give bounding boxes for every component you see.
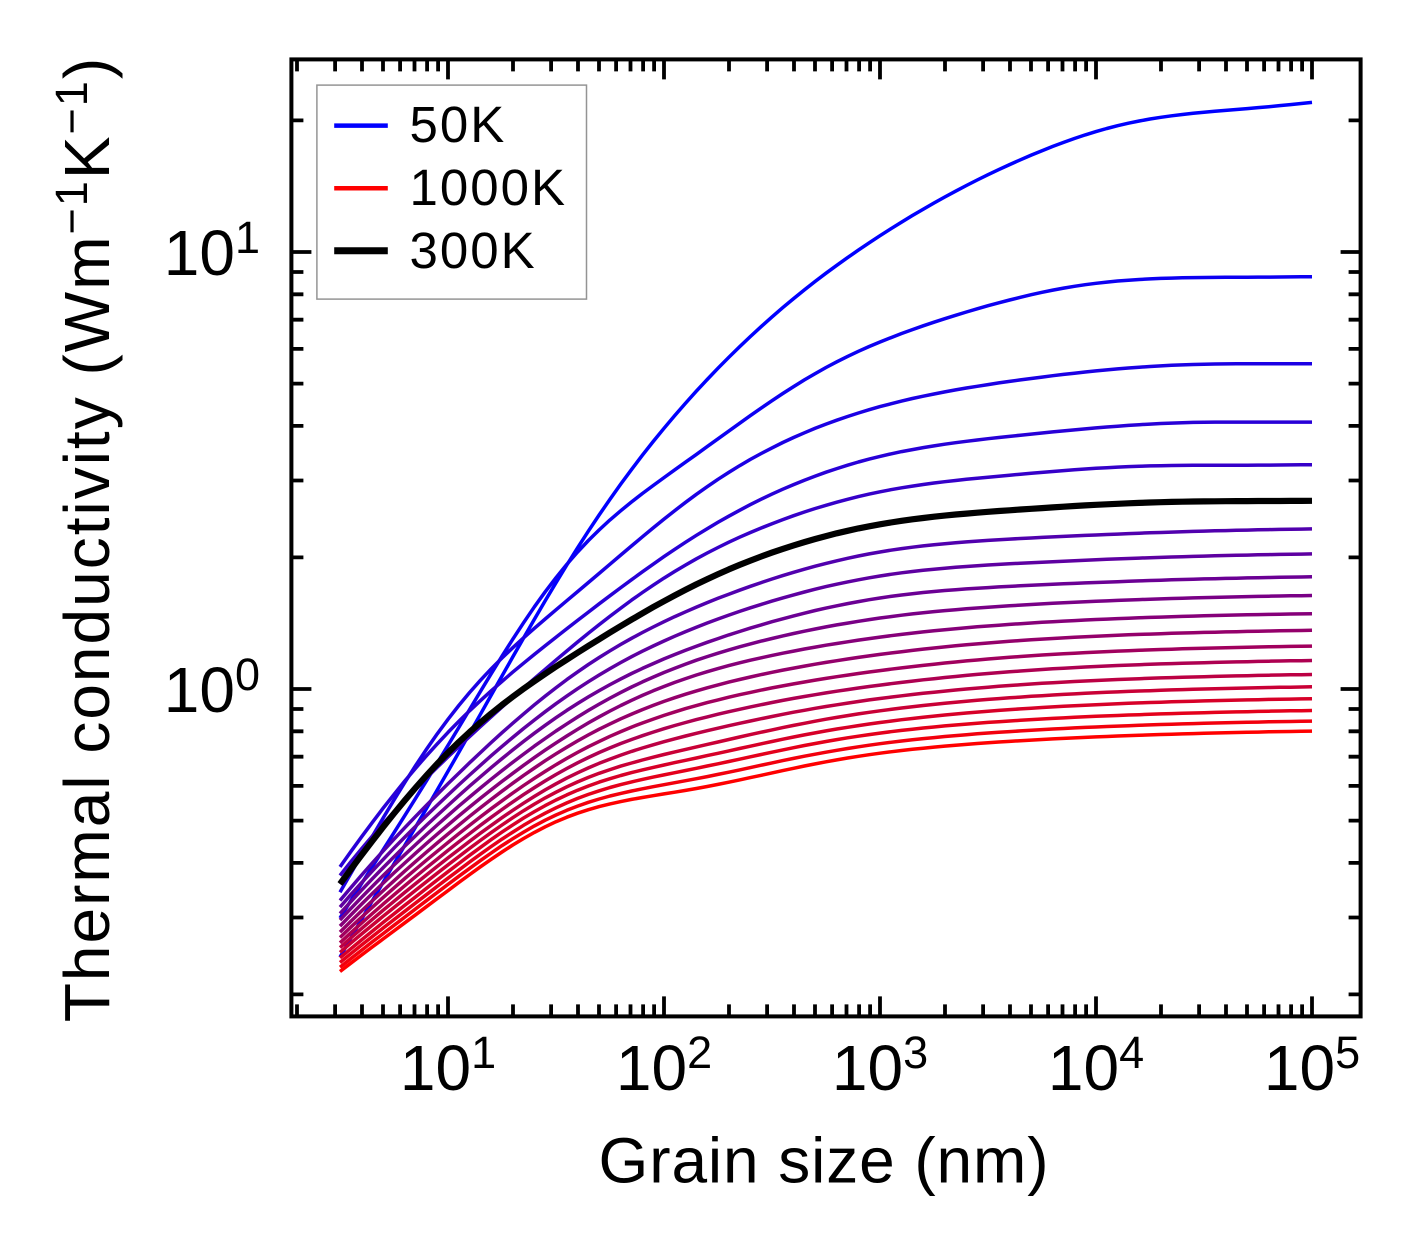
svg-text:1000K: 1000K [410,159,567,216]
svg-text:Grain size (nm): Grain size (nm) [599,1125,1050,1197]
svg-text:103: 103 [832,1027,928,1104]
svg-text:300K: 300K [410,222,537,279]
svg-text:50K: 50K [410,96,507,153]
svg-text:101: 101 [400,1027,496,1104]
